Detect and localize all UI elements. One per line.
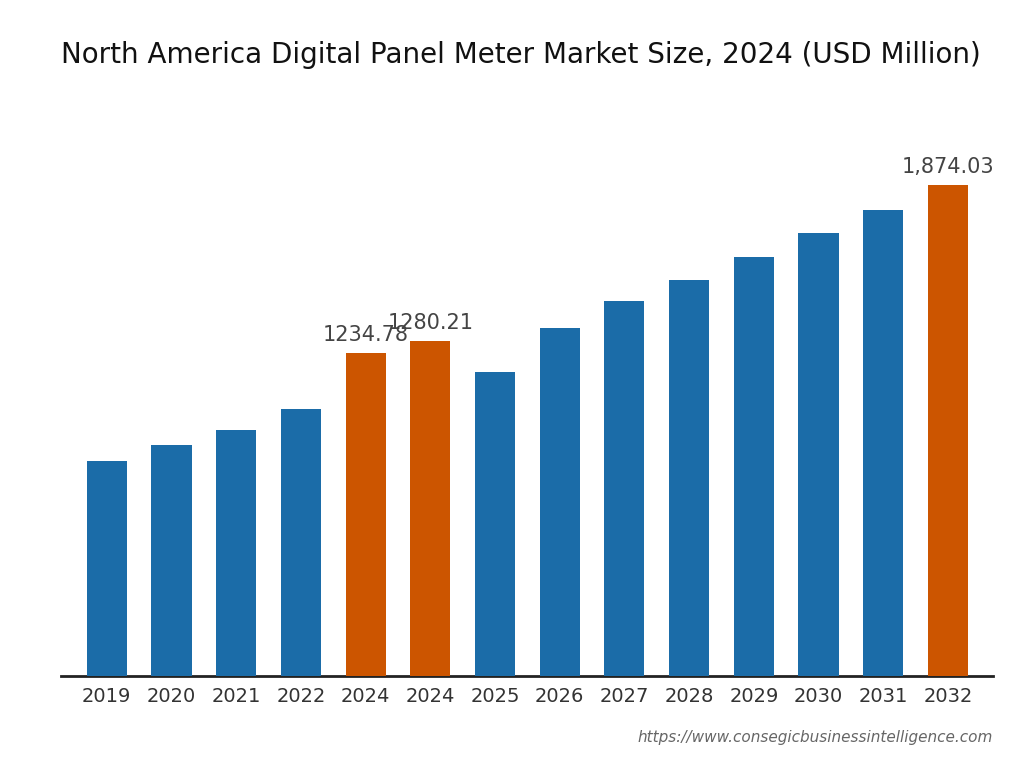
Text: https://www.consegicbusinessintelligence.com: https://www.consegicbusinessintelligence… <box>638 730 993 745</box>
Bar <box>863 210 903 676</box>
Bar <box>669 280 710 676</box>
Bar <box>411 341 451 676</box>
Text: 1,874.03: 1,874.03 <box>902 157 994 177</box>
Bar <box>87 461 127 676</box>
Bar <box>216 430 256 676</box>
Text: 1280.21: 1280.21 <box>387 313 473 333</box>
Bar <box>928 185 968 676</box>
Text: 1234.78: 1234.78 <box>323 325 409 345</box>
Bar <box>475 372 515 676</box>
Bar <box>152 445 191 676</box>
Bar <box>799 233 839 676</box>
Text: North America Digital Panel Meter Market Size, 2024 (USD Million): North America Digital Panel Meter Market… <box>61 41 981 69</box>
Bar <box>345 353 386 676</box>
Bar <box>281 409 321 676</box>
Bar <box>604 301 644 676</box>
Bar <box>540 328 580 676</box>
Bar <box>734 257 774 676</box>
